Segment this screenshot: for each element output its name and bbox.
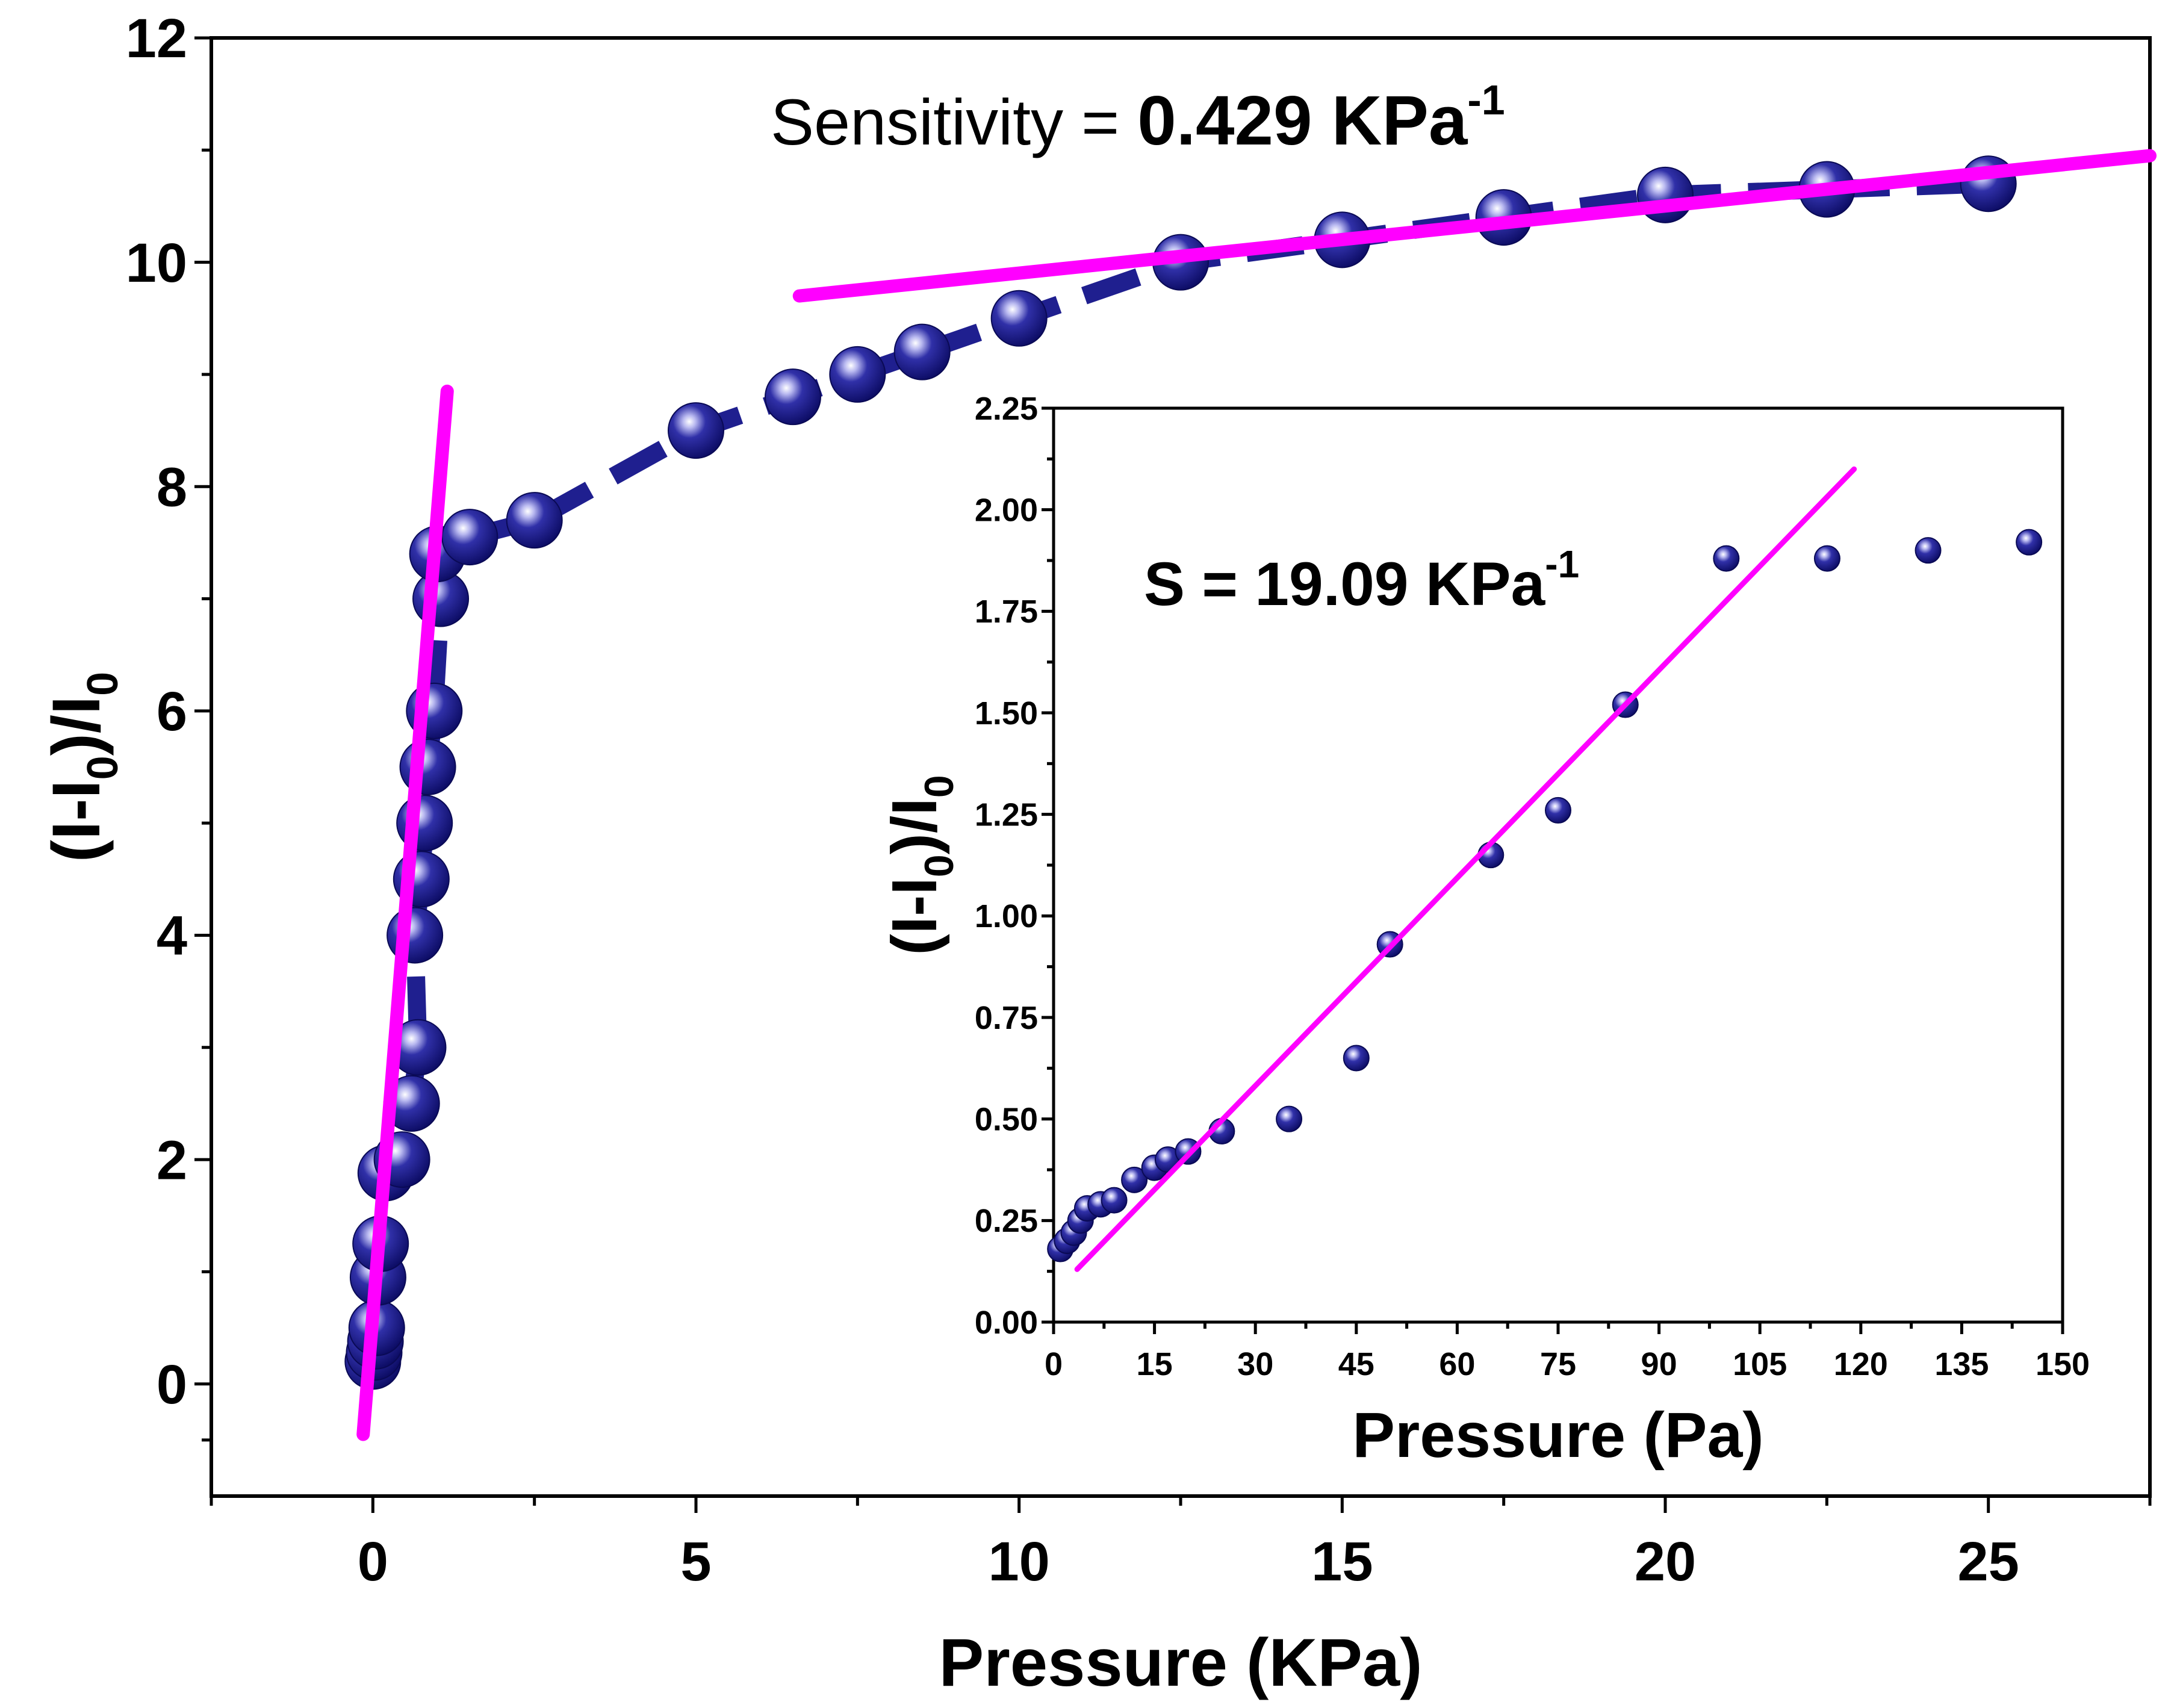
inset-x-tick-label: 60 [1439,1346,1475,1382]
main-x-tick-label: 0 [358,1531,388,1592]
inset-data-point [1101,1187,1128,1214]
main-y-tick-label: 2 [157,1129,187,1191]
inset-y-title-sub2: 0 [916,775,962,798]
inset-x-tick-label: 90 [1641,1346,1677,1382]
main-data-point [441,509,498,566]
main-sensitivity-annotation: Sensitivity = 0.429 KPa-1 [771,76,1505,160]
inset-y-tick-label: 0.00 [975,1305,1038,1341]
inset-x-tick-label: 135 [1934,1346,1989,1382]
inset-data-point [1915,537,1942,564]
main-sensitivity-prefix: Sensitivity = [771,85,1137,158]
main-y-tick-label: 6 [157,681,187,742]
inset-y-title-part2: )/I [879,798,950,854]
inset-y-title-part1: (I-I [879,877,950,955]
main-y-tick-label: 8 [157,456,187,518]
main-high-pressure-fit [792,149,2157,303]
main-x-tick-label: 5 [680,1531,711,1592]
inset-y-tick-label: 0.25 [975,1203,1038,1239]
main-y-title-part2: )/I [39,696,114,756]
main-y-title-sub1: 0 [79,756,127,780]
main-y-axis-title: (I-I0)/I0 [39,672,127,862]
inset-x-tick-label: 0 [1045,1346,1063,1382]
main-data-point [893,323,951,380]
inset-y-tick-label: 1.25 [975,797,1038,833]
inset-x-axis-title: Pressure (Pa) [1352,1400,1763,1471]
inset-x-tick-label: 45 [1338,1346,1374,1382]
main-y-title-part1: (I-I [39,780,114,862]
inset-sensitivity-prefix: S = 19.09 KPa [1144,550,1546,618]
inset-sensitivity-sup: -1 [1545,542,1579,586]
inset-y-tick-label: 2.00 [975,492,1038,529]
inset-sensitivity-annotation: S = 19.09 KPa-1 [1144,542,1579,618]
main-y-tick-label: 4 [157,905,187,967]
main-data-point [765,368,821,426]
inset-data-point [1343,1045,1370,1072]
main-sensitivity-value: 0.429 KPa [1137,81,1468,160]
inset-linear-fit [1074,466,1857,1272]
inset-data-point [1713,545,1740,572]
main-data-point [506,492,563,549]
main-y-tick-label: 10 [126,232,187,294]
inset-y-tick-label: 1.50 [975,695,1038,731]
inset-plot-frame [1052,406,2064,1324]
main-y-title-sub2: 0 [79,672,127,696]
inset-y-tick-label: 0.75 [975,1000,1038,1036]
main-data-point [990,290,1048,347]
main-y-tick-label: 0 [157,1354,187,1415]
main-y-tick-label: 12 [126,8,187,69]
inset-data-point [1545,797,1571,824]
main-x-tick-label: 15 [1311,1531,1373,1592]
main-data-point [829,346,886,403]
inset-data-point [1276,1105,1303,1132]
inset-x-tick-label: 15 [1137,1346,1173,1382]
main-fit-lines [356,149,2157,1441]
main-x-tick-label: 10 [988,1531,1049,1592]
inset-y-tick-label: 1.75 [975,594,1038,630]
inset-data-point [1121,1166,1148,1193]
inset-x-tick-label: 150 [2036,1346,2090,1382]
inset-y-title-sub1: 0 [916,854,962,877]
inset-data-point [1813,545,1840,572]
inset-y-tick-label: 1.00 [975,898,1038,934]
main-x-tick-label: 20 [1635,1531,1696,1592]
inset-y-tick-label: 2.25 [975,391,1038,427]
main-sensitivity-sup: -1 [1467,76,1505,123]
inset-y-axis-title: (I-I0)/I0 [879,775,962,955]
main-low-pressure-fit [356,384,454,1441]
inset-ticks: 0 15 30 45 60 75 90 105 120 135 150 0.00 0.25 0.50 0.7… [975,391,2090,1382]
main-ticks: 0 5 10 15 20 25 0 2 4 6 8 10 12 [126,8,2152,1592]
main-x-tick-label: 25 [1957,1531,2019,1592]
inset-x-tick-label: 120 [1834,1346,1888,1382]
inset-x-tick-label: 105 [1733,1346,1787,1382]
inset-x-tick-label: 30 [1237,1346,1273,1382]
main-x-axis-title: Pressure (KPa) [939,1625,1422,1700]
main-data-point [399,739,456,795]
inset-y-tick-label: 0.50 [975,1102,1038,1138]
inset-fit-lines [1074,466,1857,1272]
inset-x-tick-label: 75 [1540,1346,1576,1382]
inset-data-point [2016,529,2043,556]
main-data-point [668,402,724,459]
